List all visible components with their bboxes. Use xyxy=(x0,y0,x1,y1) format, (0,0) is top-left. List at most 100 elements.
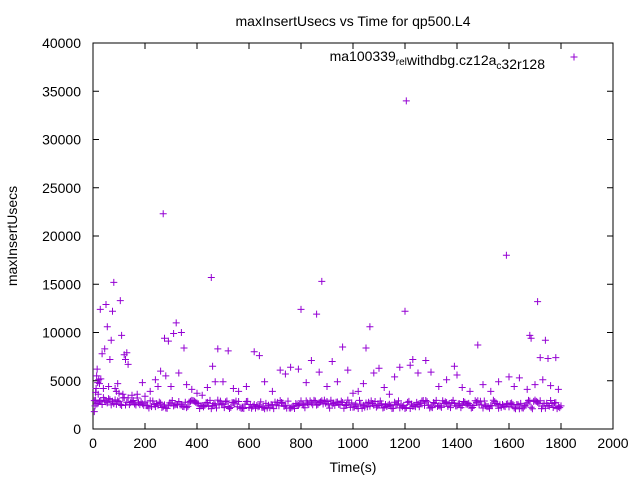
data-point xyxy=(211,378,219,386)
data-point xyxy=(270,405,278,413)
data-point xyxy=(118,331,126,339)
data-point xyxy=(401,307,409,315)
data-point xyxy=(450,362,458,370)
data-point xyxy=(447,404,454,412)
data-point xyxy=(318,277,326,285)
data-point xyxy=(474,341,482,349)
data-point xyxy=(177,329,185,336)
y-tick-label: 30000 xyxy=(42,132,81,148)
data-point xyxy=(354,387,362,395)
data-point xyxy=(281,370,289,378)
data-point xyxy=(141,392,149,400)
data-point xyxy=(268,387,276,395)
data-point xyxy=(298,400,306,408)
data-point xyxy=(371,398,379,406)
data-point xyxy=(218,400,226,408)
legend-marker xyxy=(570,53,578,61)
data-point xyxy=(341,402,349,410)
data-point xyxy=(163,404,171,412)
data-point xyxy=(323,383,331,391)
data-point xyxy=(505,403,513,411)
data-point xyxy=(478,401,486,409)
data-point xyxy=(552,354,560,362)
data-point xyxy=(528,405,536,413)
data-point xyxy=(356,396,363,404)
data-point xyxy=(105,383,113,391)
data-point xyxy=(539,376,547,384)
data-point xyxy=(517,399,525,407)
data-point xyxy=(111,384,119,392)
data-point xyxy=(224,347,232,355)
data-point xyxy=(323,398,331,406)
data-point xyxy=(287,363,295,371)
data-point xyxy=(102,301,110,309)
data-point xyxy=(291,404,298,412)
data-point xyxy=(170,329,178,337)
data-point xyxy=(458,384,466,392)
data-point xyxy=(428,404,436,412)
data-point xyxy=(495,378,503,386)
data-point xyxy=(556,404,564,412)
data-point xyxy=(370,369,378,377)
data-point xyxy=(523,385,531,393)
data-point xyxy=(239,404,246,412)
data-point xyxy=(418,397,426,405)
data-point xyxy=(94,390,102,398)
data-point xyxy=(449,396,457,404)
data-point xyxy=(544,402,552,410)
x-tick-label: 1000 xyxy=(337,435,368,451)
data-point xyxy=(231,399,239,407)
data-point xyxy=(435,383,443,391)
data-point xyxy=(414,369,422,377)
data-point xyxy=(259,403,267,411)
data-point xyxy=(99,384,107,392)
data-point xyxy=(110,278,118,286)
data-point xyxy=(167,383,175,391)
data-point xyxy=(313,310,321,318)
data-point xyxy=(536,397,544,405)
chart-title: maxInsertUsecs vs Time for qp500.L4 xyxy=(236,13,471,29)
data-point xyxy=(547,396,555,404)
data-point xyxy=(172,319,180,327)
data-point xyxy=(119,390,127,398)
y-tick-label: 25000 xyxy=(42,180,81,196)
data-point xyxy=(415,403,423,411)
data-point xyxy=(443,376,451,384)
legend-label: ma100339relwithdbg.cz12ac32r128 xyxy=(330,48,546,72)
y-axis-ticks: 0 5000 10000 15000 20000 25000 30000 35000 40000 xyxy=(42,35,613,437)
data-point xyxy=(105,395,113,403)
data-point xyxy=(193,389,201,397)
data-point xyxy=(525,396,532,404)
data-point xyxy=(395,397,402,405)
data-point xyxy=(149,397,157,405)
data-point xyxy=(222,398,230,406)
data-point xyxy=(164,337,172,345)
data-point xyxy=(531,381,539,389)
data-point xyxy=(362,344,370,352)
data-point xyxy=(90,408,98,416)
x-tick-label: 200 xyxy=(133,435,157,451)
data-point xyxy=(393,400,401,408)
data-point xyxy=(96,380,103,388)
data-point xyxy=(294,365,302,373)
data-point xyxy=(278,399,285,407)
data-point xyxy=(374,402,382,410)
data-point xyxy=(526,331,534,339)
data-point xyxy=(155,398,163,406)
data-point xyxy=(240,405,248,413)
data-point xyxy=(193,399,201,407)
data-point xyxy=(527,403,535,411)
x-tick-label: 1200 xyxy=(389,435,420,451)
x-tick-label: 400 xyxy=(185,435,209,451)
y-tick-label: 0 xyxy=(73,421,81,437)
data-point xyxy=(229,384,237,392)
data-point xyxy=(114,380,122,388)
data-point xyxy=(349,389,357,397)
data-point xyxy=(250,348,258,356)
data-point xyxy=(488,402,496,410)
data-point xyxy=(552,399,560,407)
data-point xyxy=(541,336,549,344)
y-tick-label: 20000 xyxy=(42,228,81,244)
x-tick-label: 2000 xyxy=(597,435,628,451)
